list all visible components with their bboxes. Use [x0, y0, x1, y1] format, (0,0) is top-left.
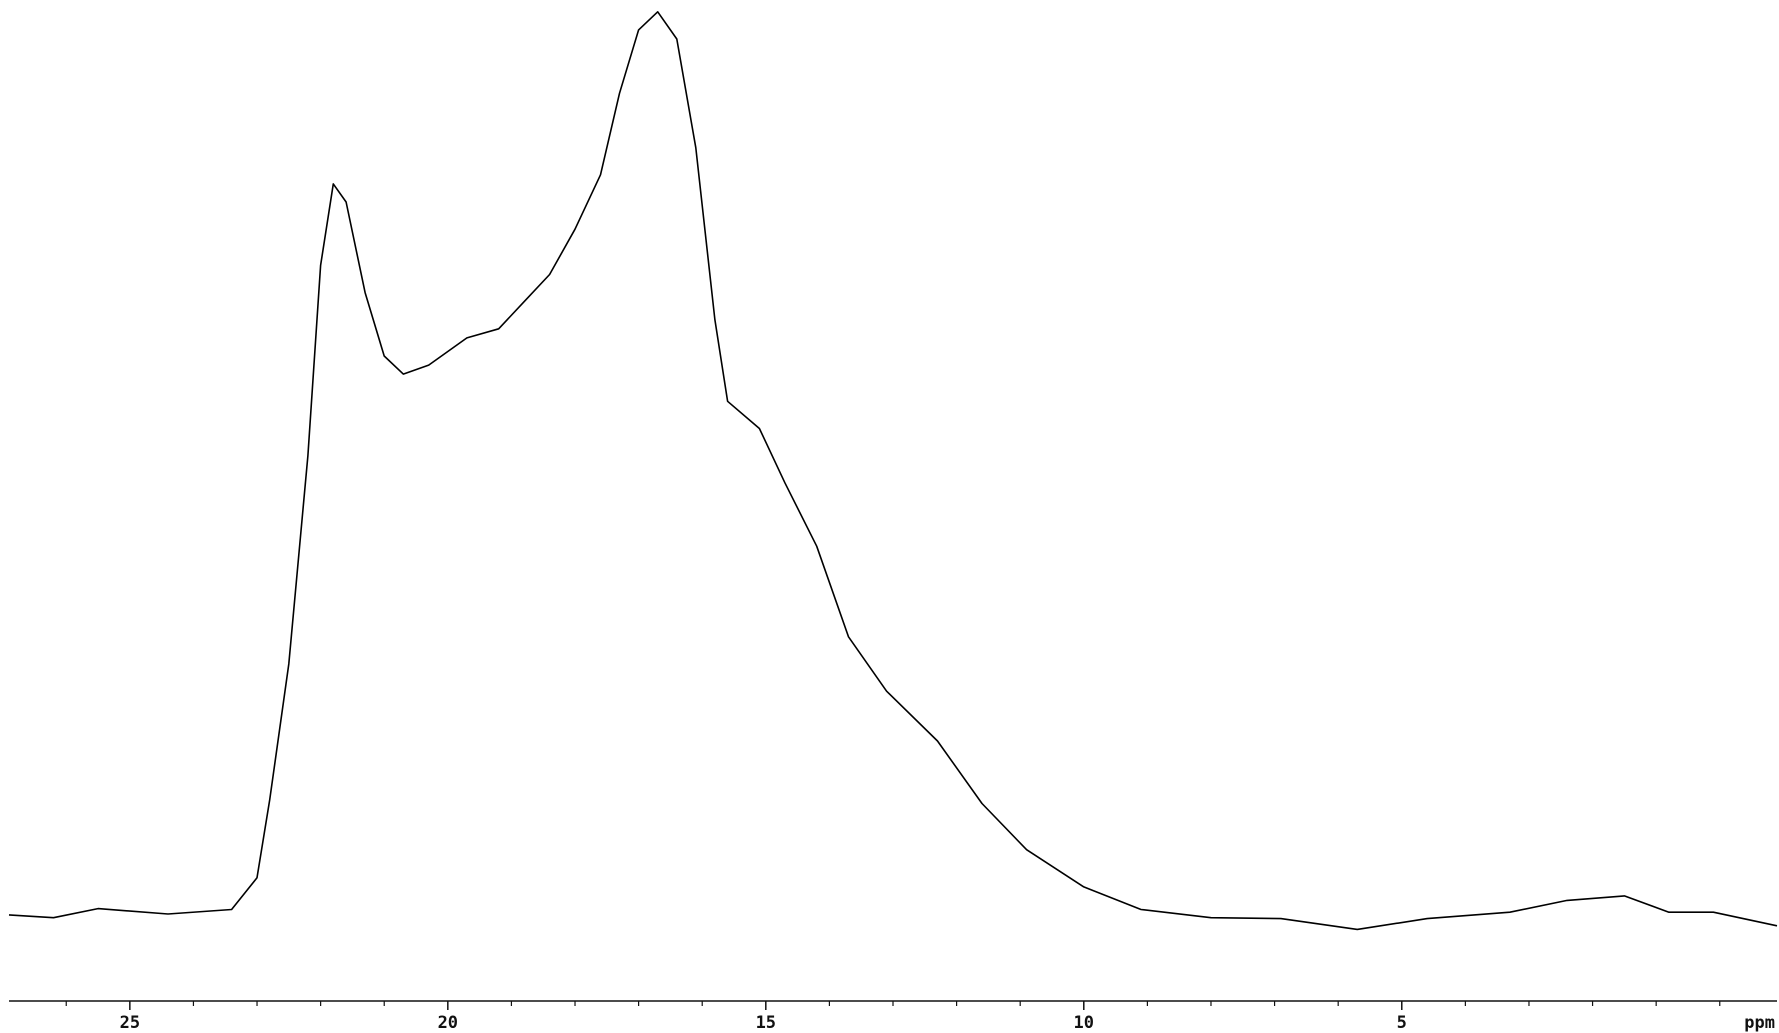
x-tick-label: 20 — [438, 1013, 458, 1033]
x-tick-label: 10 — [1074, 1013, 1094, 1033]
x-tick-label: 15 — [756, 1013, 776, 1033]
spectrum-line — [8, 11, 1778, 931]
x-tick-label: 5 — [1397, 1013, 1407, 1033]
x-tick-label: 25 — [120, 1013, 140, 1033]
x-axis-label: ppm — [1744, 1013, 1775, 1033]
